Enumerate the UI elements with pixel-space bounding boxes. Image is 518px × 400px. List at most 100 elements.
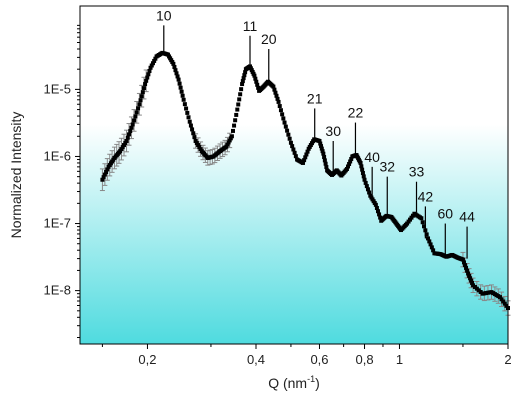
data-point <box>188 123 193 128</box>
data-point <box>232 123 237 128</box>
data-point <box>120 145 125 150</box>
y-tick-label: 1E-5 <box>44 81 71 96</box>
data-point <box>319 144 324 149</box>
data-point <box>140 90 145 95</box>
data-point <box>100 177 105 182</box>
data-point <box>152 58 157 63</box>
data-point <box>180 93 185 98</box>
data-point <box>238 92 243 97</box>
data-point <box>235 107 240 112</box>
peak-label-11: 11 <box>243 18 258 34</box>
data-point <box>276 99 281 104</box>
data-point <box>127 132 132 137</box>
data-point <box>502 301 507 306</box>
data-point <box>173 68 178 73</box>
data-point <box>253 76 258 81</box>
data-point <box>362 177 367 182</box>
data-point <box>320 149 325 154</box>
data-point <box>229 134 234 139</box>
data-point <box>184 106 189 111</box>
data-point <box>130 122 135 127</box>
data-point <box>104 169 109 174</box>
data-point <box>143 82 148 87</box>
data-point <box>349 156 354 161</box>
data-point <box>427 239 432 244</box>
data-point <box>197 145 202 150</box>
data-point <box>125 135 130 140</box>
data-point <box>119 147 124 152</box>
data-point <box>291 147 296 152</box>
data-point <box>497 295 502 300</box>
data-point <box>277 104 282 109</box>
data-point <box>228 136 233 141</box>
data-point <box>470 280 475 285</box>
data-point <box>121 143 126 148</box>
x-axis-ticks: 0,2 0,4 0,6 0,8 1 2 <box>101 344 512 367</box>
plot-frame <box>79 5 509 345</box>
x-tick-label: 0,2 <box>138 352 156 367</box>
data-point <box>198 147 203 152</box>
data-point <box>426 236 431 241</box>
data-point <box>363 180 368 185</box>
peak-label-44: 44 <box>459 209 475 225</box>
data-point <box>187 119 192 124</box>
data-point <box>273 90 278 95</box>
y-axis-title: Normalized Intensity <box>8 112 24 239</box>
y-axis-ticks: 1E-5 1E-6 1E-7 1E-8 <box>44 24 80 338</box>
data-point <box>274 93 279 98</box>
data-point <box>145 75 150 80</box>
data-point <box>361 174 366 179</box>
data-point <box>292 150 297 155</box>
data-point <box>286 132 291 137</box>
data-point <box>240 79 245 84</box>
data-point <box>431 248 436 253</box>
x-axis-title-superscript: -1 <box>307 374 315 384</box>
data-point <box>148 65 153 70</box>
data-point <box>256 85 261 90</box>
peak-label-40: 40 <box>364 149 380 165</box>
data-point <box>305 149 310 154</box>
data-point <box>323 161 328 166</box>
data-point <box>464 265 469 270</box>
peak-label-60: 60 <box>438 206 454 222</box>
data-point <box>359 164 364 169</box>
data-point <box>141 86 146 91</box>
data-point <box>178 85 183 90</box>
data-point <box>283 124 288 129</box>
data-point <box>226 140 231 145</box>
data-point <box>224 144 229 149</box>
data-point <box>281 116 286 121</box>
x-tick-label: 2 <box>504 352 511 367</box>
data-point <box>153 56 158 61</box>
data-point <box>172 65 177 70</box>
data-point <box>282 120 287 125</box>
data-point <box>303 155 308 160</box>
data-point <box>118 149 123 154</box>
data-point <box>365 187 370 192</box>
data-point <box>227 138 232 143</box>
data-point <box>319 146 324 151</box>
data-point <box>132 118 137 123</box>
data-point <box>275 96 280 101</box>
x-tick-label: 0,6 <box>310 352 328 367</box>
data-point <box>123 141 128 146</box>
data-point <box>300 160 305 165</box>
data-point <box>174 71 179 76</box>
data-point <box>271 84 276 89</box>
data-point <box>186 115 191 120</box>
data-point <box>175 74 180 79</box>
data-point <box>150 61 155 66</box>
y-tick-label: 1E-6 <box>44 148 71 163</box>
data-point <box>429 245 434 250</box>
data-point <box>360 171 365 176</box>
peak-label-30: 30 <box>325 123 341 139</box>
data-point <box>318 141 323 146</box>
data-point <box>290 144 295 149</box>
data-point <box>138 98 143 103</box>
data-point <box>177 81 182 86</box>
data-point <box>287 136 292 141</box>
data-point <box>176 77 181 82</box>
data-point <box>137 102 142 107</box>
